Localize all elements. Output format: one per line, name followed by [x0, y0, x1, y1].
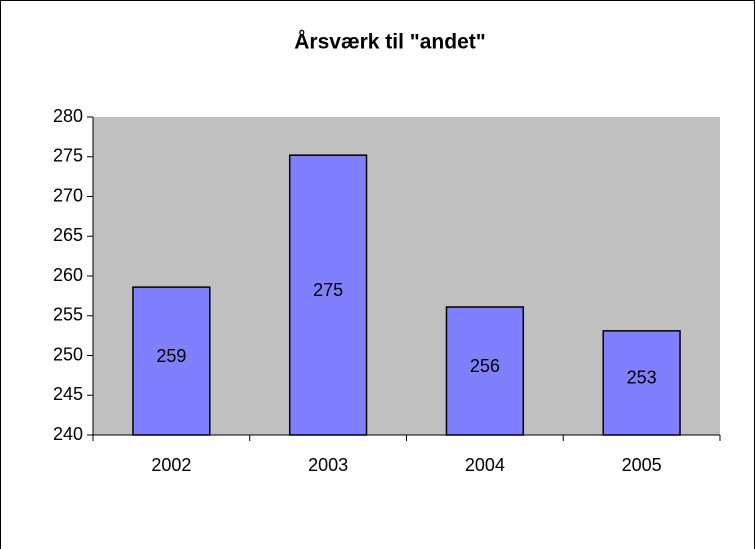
x-tick-label: 2005: [622, 455, 662, 475]
y-tick-label: 280: [53, 106, 83, 126]
bar: [445, 306, 525, 436]
data-label: 275: [313, 280, 343, 300]
x-tick-label: 2003: [308, 455, 348, 475]
x-tick-label: 2002: [151, 455, 191, 475]
y-tick-label: 245: [53, 384, 83, 404]
y-tick-label: 260: [53, 265, 83, 285]
bar: [288, 154, 368, 436]
y-tick-label: 240: [53, 424, 83, 444]
y-tick-label: 250: [53, 344, 83, 364]
x-tick-label: 2004: [465, 455, 505, 475]
y-tick-label: 275: [53, 146, 83, 166]
data-label: 253: [627, 368, 657, 388]
chart-title: Årsværk til "andet": [294, 30, 485, 54]
bar: [602, 330, 681, 436]
data-label: 256: [470, 356, 500, 376]
y-tick-label: 255: [53, 305, 83, 325]
data-label: 259: [156, 346, 186, 366]
y-tick-label: 265: [53, 225, 83, 245]
y-tick-label: 270: [53, 185, 83, 205]
bar: [132, 286, 211, 436]
